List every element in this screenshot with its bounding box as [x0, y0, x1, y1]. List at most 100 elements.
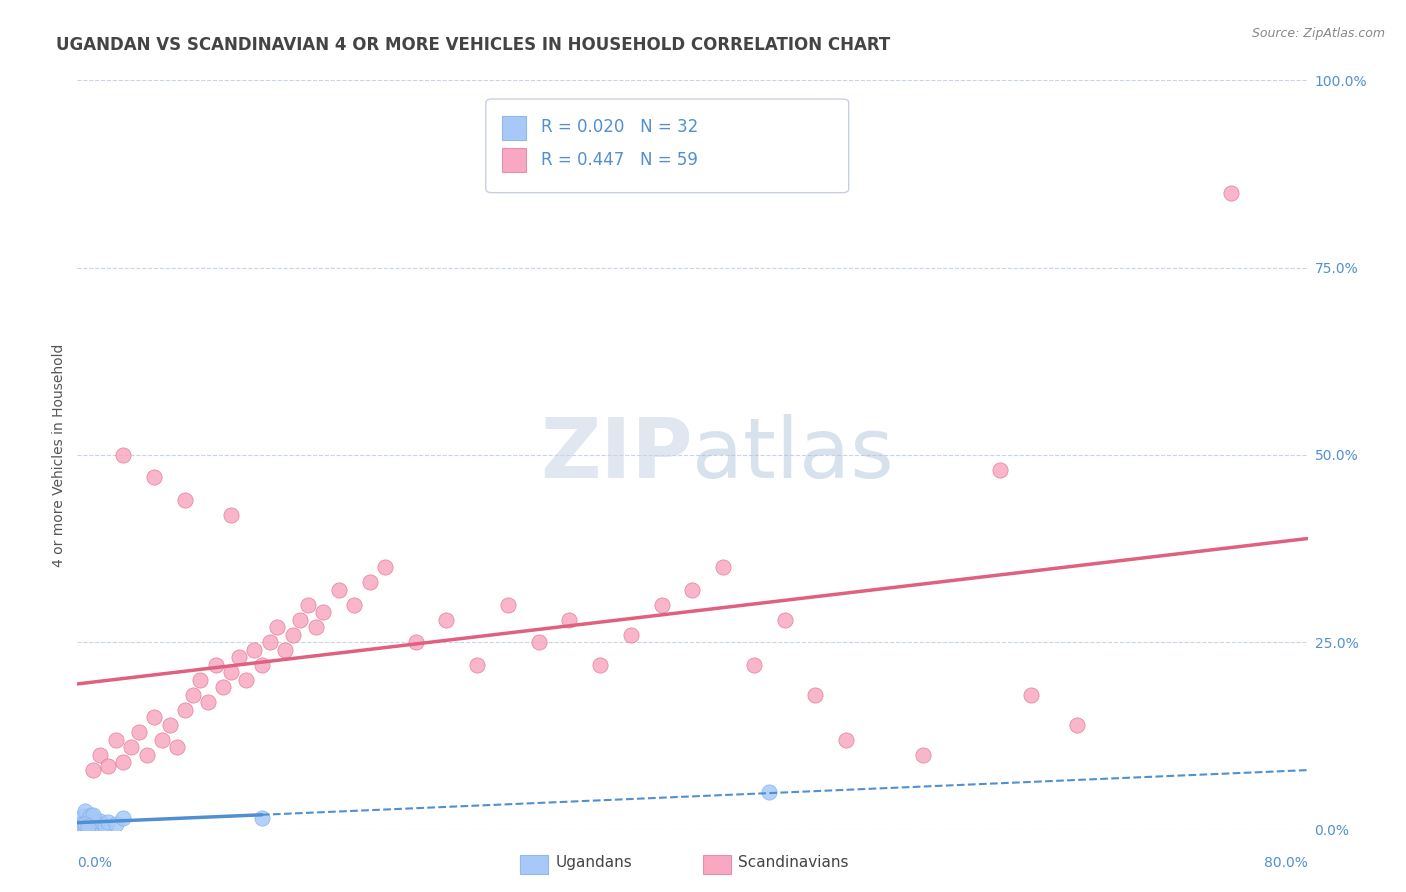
Y-axis label: 4 or more Vehicles in Household: 4 or more Vehicles in Household: [52, 343, 66, 566]
Point: [159, 717, 181, 731]
Point: [83, 819, 105, 833]
Point: [112, 448, 135, 462]
Point: [104, 816, 127, 830]
Point: [343, 598, 366, 612]
Point: [835, 732, 858, 747]
Point: [711, 560, 734, 574]
Text: Ugandans: Ugandans: [555, 855, 633, 870]
Point: [77, 814, 100, 828]
Point: [312, 605, 335, 619]
Text: R = 0.447   N = 59: R = 0.447 N = 59: [541, 152, 697, 169]
Point: [405, 635, 427, 649]
FancyBboxPatch shape: [502, 116, 526, 140]
Text: Source: ZipAtlas.com: Source: ZipAtlas.com: [1251, 27, 1385, 40]
Point: [135, 747, 157, 762]
Point: [128, 725, 150, 739]
Point: [166, 740, 188, 755]
Point: [174, 703, 197, 717]
Point: [80, 815, 103, 830]
Point: [80, 820, 103, 834]
Point: [72, 809, 94, 823]
Point: [112, 811, 135, 825]
Point: [620, 628, 643, 642]
Text: Scandinavians: Scandinavians: [738, 855, 849, 870]
Point: [181, 688, 204, 702]
Text: R = 0.020   N = 32: R = 0.020 N = 32: [541, 119, 699, 136]
Point: [988, 463, 1011, 477]
Point: [328, 582, 350, 597]
Point: [281, 628, 304, 642]
Point: [235, 673, 257, 687]
Point: [1066, 717, 1088, 731]
Point: [496, 598, 519, 612]
Point: [84, 815, 107, 830]
Point: [79, 819, 101, 833]
Point: [243, 642, 266, 657]
Point: [219, 665, 242, 680]
Text: 80.0%: 80.0%: [1264, 855, 1308, 870]
Point: [1219, 186, 1241, 200]
Point: [73, 820, 96, 834]
Point: [174, 492, 197, 507]
Point: [76, 811, 98, 825]
Point: [359, 575, 381, 590]
Text: 0.0%: 0.0%: [77, 855, 112, 870]
Point: [73, 804, 96, 818]
Point: [76, 819, 98, 833]
Point: [77, 819, 100, 833]
Point: [79, 807, 101, 822]
Text: ZIP: ZIP: [540, 415, 693, 495]
Point: [266, 620, 288, 634]
Point: [94, 819, 117, 833]
Point: [290, 613, 312, 627]
Point: [89, 814, 111, 828]
Point: [112, 755, 135, 769]
Point: [82, 811, 104, 825]
Point: [682, 582, 704, 597]
Point: [120, 740, 142, 755]
Text: UGANDAN VS SCANDINAVIAN 4 OR MORE VEHICLES IN HOUSEHOLD CORRELATION CHART: UGANDAN VS SCANDINAVIAN 4 OR MORE VEHICL…: [56, 36, 890, 54]
Point: [188, 673, 212, 687]
Point: [82, 816, 104, 830]
Point: [297, 598, 319, 612]
Point: [804, 688, 827, 702]
Point: [558, 613, 581, 627]
Point: [773, 613, 796, 627]
Point: [72, 816, 94, 830]
Point: [77, 816, 100, 830]
Point: [97, 759, 120, 773]
Point: [212, 680, 235, 694]
Point: [70, 816, 93, 830]
Point: [73, 815, 96, 830]
Point: [465, 657, 488, 672]
Point: [150, 732, 173, 747]
FancyBboxPatch shape: [502, 148, 526, 172]
Point: [589, 657, 612, 672]
Point: [76, 820, 98, 834]
Point: [73, 816, 96, 830]
Point: [82, 763, 104, 777]
Point: [86, 816, 108, 830]
Point: [527, 635, 550, 649]
Point: [305, 620, 328, 634]
Point: [104, 732, 127, 747]
FancyBboxPatch shape: [486, 99, 849, 193]
Point: [274, 642, 297, 657]
Point: [143, 470, 166, 484]
Point: [651, 598, 673, 612]
Point: [1019, 688, 1042, 702]
Point: [70, 819, 93, 833]
Point: [97, 815, 120, 830]
Point: [250, 811, 273, 825]
Point: [228, 650, 250, 665]
Point: [436, 613, 458, 627]
Point: [758, 785, 780, 799]
Point: [742, 657, 765, 672]
Point: [219, 508, 242, 522]
Text: atlas: atlas: [693, 415, 894, 495]
Point: [204, 657, 226, 672]
Point: [79, 809, 101, 823]
Point: [250, 657, 273, 672]
Point: [197, 695, 219, 709]
Point: [143, 710, 166, 724]
